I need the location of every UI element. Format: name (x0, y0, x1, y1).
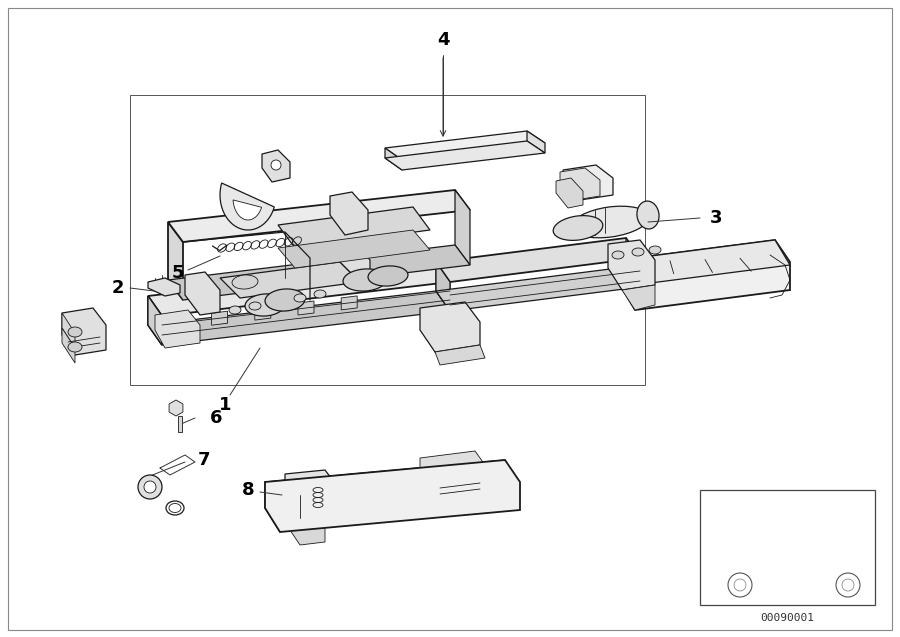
Polygon shape (620, 240, 790, 310)
Polygon shape (148, 291, 450, 345)
Ellipse shape (232, 275, 258, 289)
Ellipse shape (612, 251, 624, 259)
Circle shape (271, 160, 281, 170)
Polygon shape (62, 328, 75, 363)
Polygon shape (148, 296, 162, 345)
Bar (700, 490, 875, 605)
Ellipse shape (68, 342, 82, 352)
Ellipse shape (294, 294, 306, 302)
Polygon shape (262, 150, 290, 182)
Circle shape (144, 481, 156, 493)
Polygon shape (626, 238, 640, 287)
Polygon shape (436, 238, 640, 282)
Polygon shape (62, 308, 106, 355)
Polygon shape (420, 302, 480, 352)
Polygon shape (148, 278, 180, 296)
Polygon shape (436, 262, 450, 311)
Ellipse shape (314, 290, 326, 298)
Polygon shape (185, 272, 220, 315)
Polygon shape (278, 207, 430, 248)
Polygon shape (435, 345, 485, 365)
Text: 5: 5 (172, 264, 184, 282)
Polygon shape (155, 310, 200, 348)
Text: 3: 3 (710, 209, 723, 227)
Polygon shape (298, 301, 314, 315)
Ellipse shape (343, 269, 387, 291)
Polygon shape (212, 311, 228, 326)
Polygon shape (330, 192, 368, 235)
Polygon shape (563, 165, 613, 200)
Polygon shape (455, 190, 470, 265)
Polygon shape (168, 190, 470, 242)
Ellipse shape (649, 246, 661, 254)
Polygon shape (436, 267, 640, 311)
Polygon shape (148, 262, 450, 316)
Bar (130, 95, 645, 385)
Circle shape (138, 475, 162, 499)
Polygon shape (341, 296, 357, 310)
Polygon shape (168, 222, 183, 300)
Polygon shape (233, 200, 262, 220)
Ellipse shape (632, 248, 644, 256)
Ellipse shape (265, 289, 305, 311)
Polygon shape (265, 460, 520, 532)
Ellipse shape (68, 327, 82, 337)
Polygon shape (620, 240, 790, 285)
Polygon shape (385, 141, 545, 170)
Polygon shape (255, 306, 271, 320)
Polygon shape (340, 242, 370, 282)
Ellipse shape (554, 215, 603, 240)
Polygon shape (178, 416, 182, 432)
Polygon shape (148, 296, 162, 345)
Ellipse shape (637, 201, 659, 229)
Ellipse shape (245, 294, 285, 316)
Polygon shape (168, 245, 470, 300)
Ellipse shape (249, 302, 261, 310)
Text: 7: 7 (198, 451, 211, 469)
Polygon shape (436, 262, 450, 311)
Text: 2: 2 (112, 279, 124, 297)
Polygon shape (560, 168, 600, 200)
Text: 00090001: 00090001 (760, 613, 814, 623)
Ellipse shape (572, 206, 649, 238)
Polygon shape (220, 183, 274, 230)
Text: 4: 4 (436, 31, 449, 49)
Polygon shape (622, 285, 655, 310)
Text: 6: 6 (210, 409, 222, 427)
Polygon shape (285, 470, 340, 518)
Ellipse shape (368, 266, 408, 286)
Polygon shape (527, 131, 545, 153)
Polygon shape (62, 313, 75, 348)
Polygon shape (290, 515, 325, 545)
Polygon shape (385, 131, 545, 160)
Polygon shape (420, 451, 490, 505)
Polygon shape (220, 262, 360, 298)
Ellipse shape (229, 306, 241, 314)
Polygon shape (608, 240, 655, 290)
Text: 8: 8 (242, 481, 255, 499)
Polygon shape (556, 178, 583, 208)
Polygon shape (169, 400, 183, 416)
Polygon shape (265, 482, 280, 532)
Polygon shape (385, 148, 402, 170)
Text: 1: 1 (219, 396, 231, 414)
Polygon shape (265, 460, 520, 508)
Polygon shape (278, 230, 430, 268)
